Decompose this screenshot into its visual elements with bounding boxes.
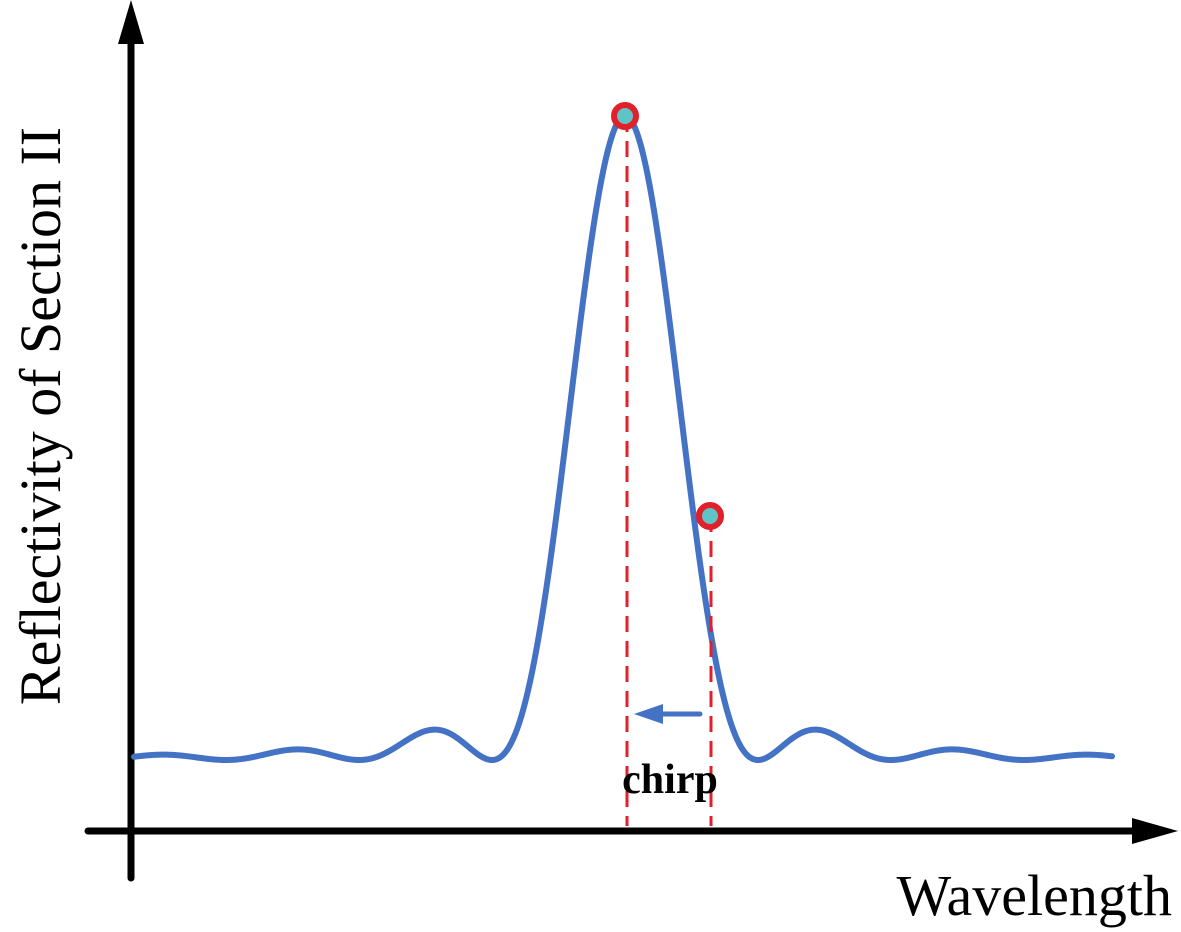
reflection-spectrum-curve bbox=[131, 113, 1115, 763]
peak-marker bbox=[611, 102, 639, 130]
y-axis-arrowhead bbox=[118, 0, 144, 44]
shifted-point-marker bbox=[696, 502, 724, 530]
x-axis-title: Wavelength bbox=[896, 863, 1172, 928]
chirp-label: chirp bbox=[622, 757, 718, 803]
y-axis-title: Reflectivity of Section II bbox=[8, 127, 73, 705]
chirp-shift-arrowhead bbox=[634, 704, 663, 724]
x-axis-arrowhead bbox=[1132, 818, 1178, 844]
